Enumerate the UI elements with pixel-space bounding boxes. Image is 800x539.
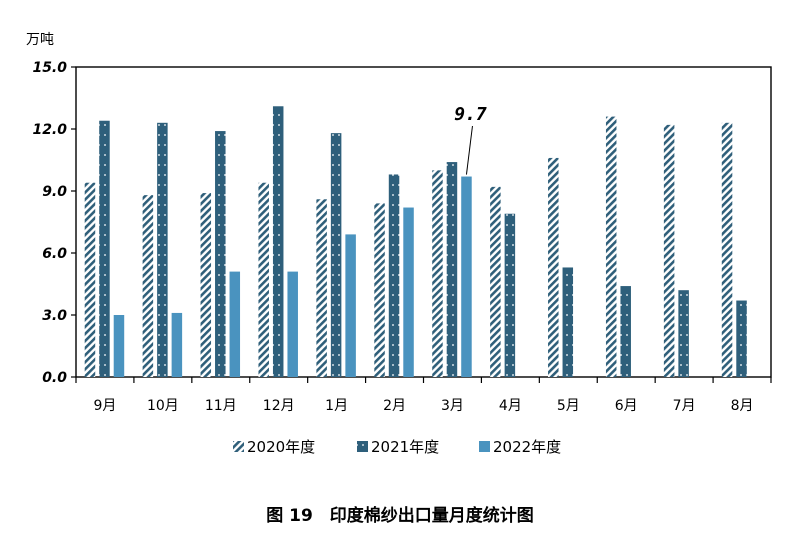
bar-2022年度-2月 (403, 207, 414, 377)
bar-2020年度-3月 (432, 170, 443, 377)
bar-2020年度-10月 (142, 195, 154, 377)
plot-area: 0.0 3.0 6.0 9.0 12.0 15.0 9月 10月 11月 12月 1月 2月 3月 4月 5… (32, 60, 772, 414)
y-tick-label: 6.0 (42, 246, 67, 262)
x-tick-label: 3月 (441, 398, 464, 414)
annotation-label: 9.7 (454, 104, 487, 125)
x-tick-label: 1月 (325, 398, 348, 414)
y-tick-label: 12.0 (32, 122, 67, 138)
bar-2020年度-11月 (200, 193, 212, 377)
bar-2022年度-3月 (461, 176, 472, 377)
y-tick-label: 3.0 (42, 308, 67, 324)
bar-2021年度-9月 (99, 120, 110, 377)
figure-caption: 图 19 印度棉纱出口量月度统计图 (266, 505, 534, 526)
bar-2021年度-8月 (736, 300, 747, 377)
x-tick-label: 12月 (263, 398, 295, 414)
bar-2021年度-11月 (215, 131, 226, 377)
bar-2020年度-12月 (258, 182, 269, 377)
x-tick-label: 7月 (673, 398, 696, 414)
bar-2021年度-10月 (157, 122, 168, 377)
bar-2022年度-11月 (229, 271, 241, 377)
bar-2021年度-12月 (272, 106, 284, 378)
bar-2022年度-12月 (287, 271, 298, 377)
bar-2022年度-10月 (171, 312, 183, 377)
legend-swatch-2020年度 (233, 441, 244, 452)
bar-2020年度-4月 (490, 186, 501, 377)
x-tick-label: 11月 (205, 398, 237, 414)
bar-2021年度-3月 (446, 162, 458, 377)
x-tick-label: 2月 (383, 398, 406, 414)
bar-2020年度-7月 (663, 124, 675, 377)
bar-2021年度-6月 (620, 286, 631, 377)
bar-2021年度-5月 (562, 267, 574, 377)
bar-2021年度-4月 (504, 213, 516, 377)
x-tick-label: 10月 (147, 398, 179, 414)
y-tick-label: 0.0 (42, 370, 67, 386)
bar-2022年度-1月 (345, 234, 356, 377)
legend-label: 2021年度 (371, 438, 439, 456)
x-tick-label: 4月 (499, 398, 522, 414)
y-tick-label: 9.0 (42, 184, 67, 200)
bar-2022年度-9月 (113, 315, 125, 377)
bar-2020年度-2月 (374, 203, 385, 377)
bar-2021年度-2月 (388, 174, 400, 377)
x-tick-label: 6月 (615, 398, 638, 414)
x-tick-label: 8月 (731, 398, 754, 414)
bar-2021年度-7月 (678, 290, 689, 377)
x-tick-label: 9月 (93, 398, 116, 414)
bar-2020年度-8月 (721, 122, 733, 377)
legend-label: 2022年度 (493, 438, 561, 456)
legend-swatch-2021年度 (357, 441, 368, 452)
bar-2020年度-9月 (84, 182, 96, 377)
legend-swatch-2022年度 (479, 441, 490, 452)
bar-2020年度-6月 (605, 116, 617, 377)
bar-2021年度-1月 (330, 133, 342, 377)
unit-label: 万吨 (26, 32, 54, 48)
y-tick-label: 15.0 (32, 60, 67, 76)
legend: 2020年度 2021年度 2022年度 (233, 438, 561, 456)
annotation-leader-line (465, 125, 473, 175)
bar-2020年度-1月 (316, 199, 327, 377)
legend-label: 2020年度 (247, 438, 315, 456)
x-tick-label: 5月 (557, 398, 580, 414)
bar-2020年度-5月 (548, 157, 559, 377)
